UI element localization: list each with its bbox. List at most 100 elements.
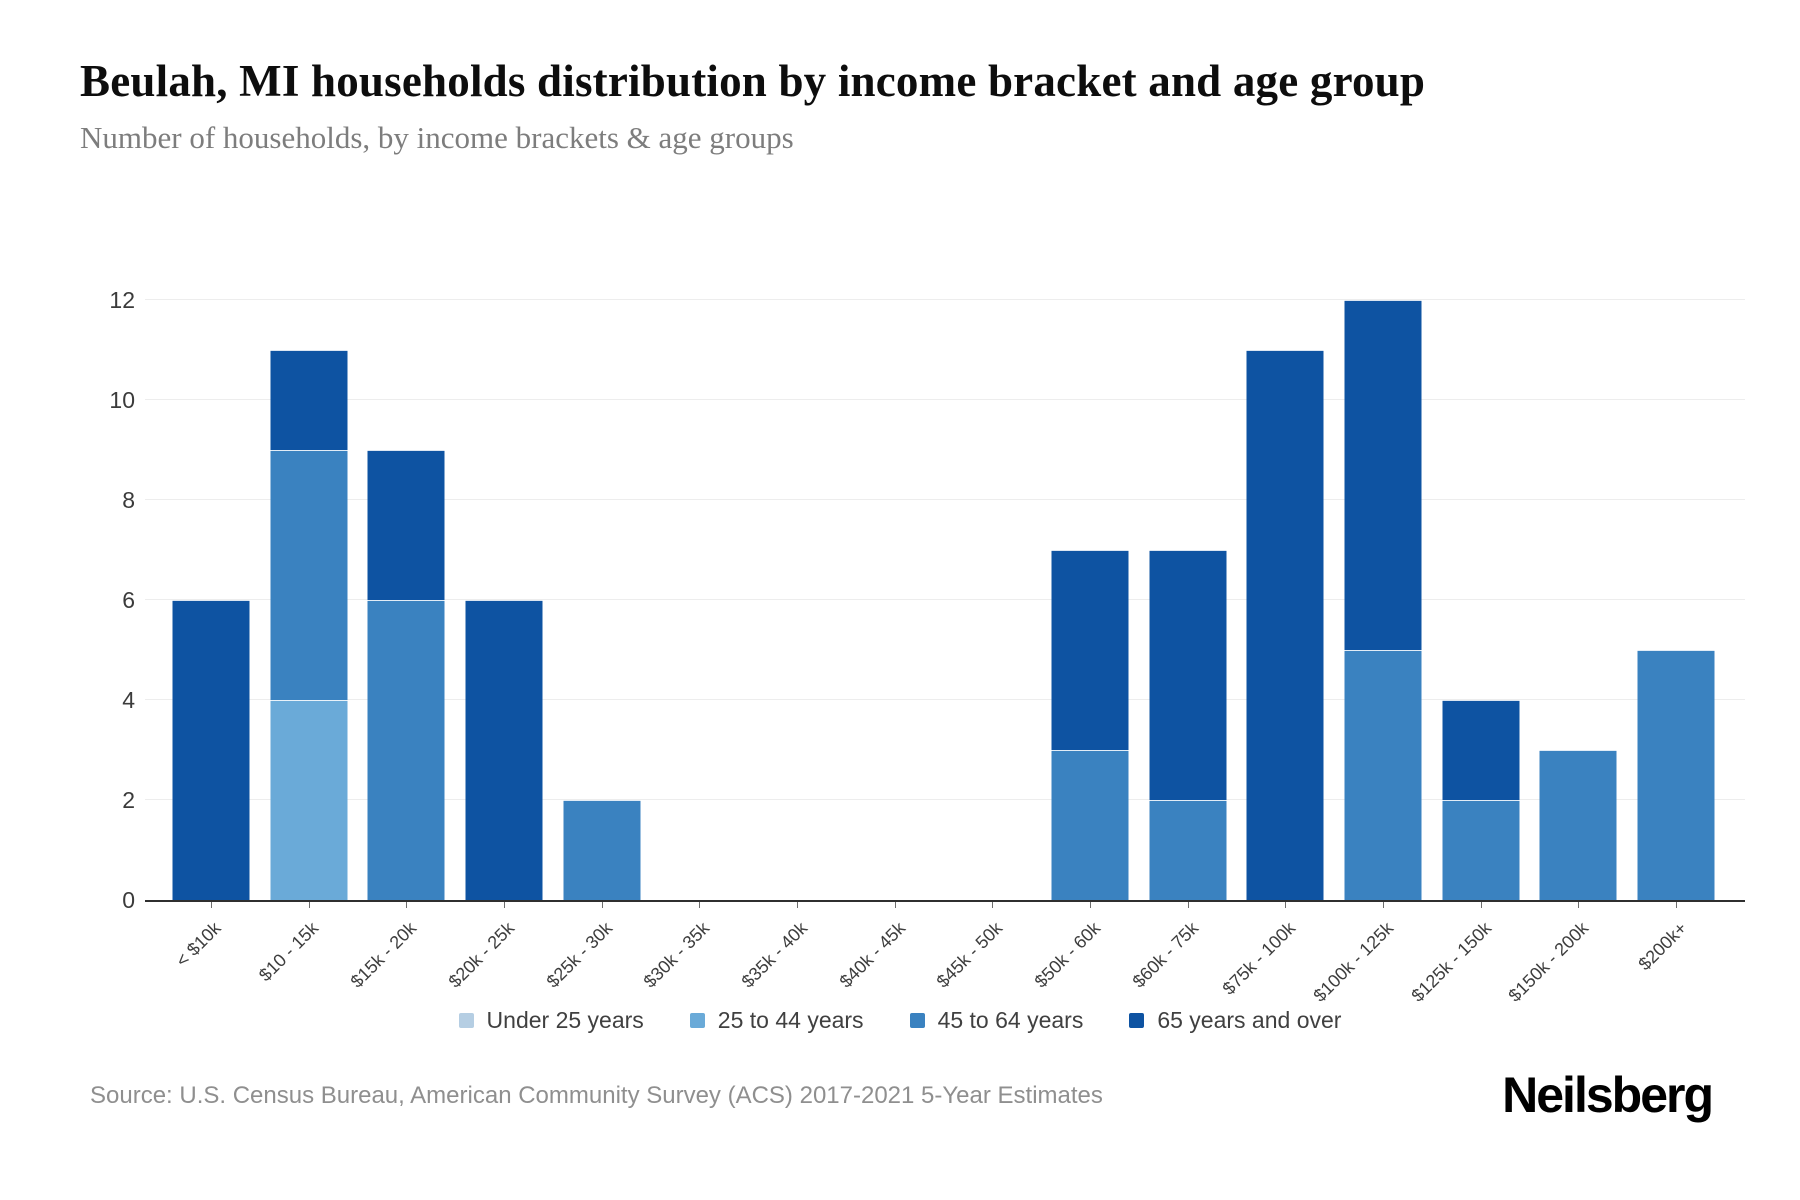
neilsberg-logo: Neilsberg: [1502, 1067, 1714, 1123]
category-slot: $35k - 40k: [738, 300, 846, 992]
bar-segment: [172, 600, 250, 900]
x-tick-label: $10 - 15k: [255, 918, 323, 986]
y-tick-label: 6: [122, 587, 135, 613]
chart-title: Beulah, MI households distribution by in…: [80, 56, 1426, 106]
x-axis-tick: [601, 900, 603, 908]
x-tick-label: $40k - 45k: [835, 918, 909, 992]
category-slot: $50k - 60k: [1031, 300, 1139, 992]
legend-item: 25 to 44 years: [689, 1006, 864, 1034]
x-axis-tick: [1480, 900, 1482, 908]
x-tick-label: $150k - 200k: [1504, 918, 1593, 1006]
category-slot: $40k - 45k: [835, 300, 944, 992]
stacked-bar: [270, 350, 348, 900]
legend-swatch: [458, 1012, 474, 1028]
gridline-8: [145, 499, 1745, 500]
x-axis-tick: [894, 900, 896, 908]
bar-segment: [563, 800, 641, 900]
category-slot: $100k - 125k: [1309, 300, 1432, 1006]
gridlines: [145, 299, 1745, 900]
bar-segment: [270, 700, 348, 900]
x-tick-label: $30k - 35k: [639, 918, 714, 992]
stacked-bar: [172, 600, 250, 900]
x-tick-label: $200k+: [1634, 918, 1691, 975]
bar-segment: [270, 350, 348, 450]
y-tick-label: 2: [122, 787, 135, 813]
legend-label: 65 years and over: [1157, 1006, 1342, 1033]
x-tick-label: $15k - 20k: [346, 918, 421, 992]
legend-label: Under 25 years: [486, 1006, 644, 1033]
y-tick-label: 0: [122, 887, 135, 913]
category-slot: $15k - 20k: [347, 300, 455, 992]
gridline-4: [145, 699, 1745, 700]
bar-segment: [270, 450, 348, 700]
x-axis-tick: [503, 900, 505, 908]
category-slot: $20k - 25k: [444, 300, 553, 992]
legend-item: 65 years and over: [1129, 1007, 1341, 1034]
stacked-bar: [367, 450, 445, 900]
x-tick-label: $25k - 30k: [542, 918, 616, 992]
y-tick-label: 12: [109, 287, 135, 313]
bar-segment: [1539, 750, 1617, 900]
legend-swatch: [689, 1012, 705, 1028]
x-axis-tick: [699, 900, 701, 908]
stacked-bar: [1246, 350, 1324, 900]
gridline-10: [145, 399, 1745, 400]
bar-segment: [1051, 750, 1129, 900]
x-tick-label: $50k - 60k: [1030, 918, 1105, 992]
bar-segment: [1442, 800, 1520, 900]
category-slot: $125k - 150k: [1407, 300, 1530, 1006]
legend-item: Under 25 years: [458, 1006, 644, 1034]
gridline-6: [145, 599, 1745, 600]
legend-swatch: [1129, 1012, 1145, 1028]
legend-label: 25 to 44 years: [717, 1006, 864, 1033]
legend: Under 25 years 25 to 44 years 45 to 64 yea…: [0, 1000, 1800, 1040]
y-axis: 0 2 4 6 8 10 12: [55, 287, 135, 913]
legend-item: 45 to 64 years: [909, 1006, 1084, 1034]
category-slot: $150k - 200k: [1505, 300, 1628, 1006]
bar-segment: [1051, 550, 1129, 750]
x-tick-label: $75k - 100k: [1218, 918, 1300, 999]
bar-segment: [1344, 650, 1422, 900]
x-axis-tick: [210, 900, 212, 908]
x-axis-tick: [1578, 900, 1580, 908]
stacked-bar: [1149, 550, 1227, 900]
legend-swatch: [909, 1012, 925, 1028]
gridline-12: [145, 299, 1745, 300]
category-slot: $25k - 30k: [542, 300, 651, 992]
y-tick-label: 10: [109, 387, 135, 413]
x-axis-tick: [1676, 900, 1678, 908]
x-axis-tick: [1285, 900, 1287, 908]
bar-segment: [465, 600, 543, 900]
stacked-bar: [1051, 550, 1129, 900]
legend-label: 45 to 64 years: [937, 1006, 1084, 1033]
x-tick-label: $125k - 150k: [1407, 918, 1495, 1006]
stacked-bar: [1442, 700, 1520, 900]
bar-segment: [1246, 350, 1324, 900]
y-tick-label: 4: [122, 687, 135, 713]
stacked-bar: [1539, 750, 1617, 900]
bar-segment: [1149, 800, 1227, 900]
bar-segment: [1637, 650, 1715, 900]
category-slot: $30k - 35k: [640, 300, 748, 992]
bars-area: < $10k $10 - 15k $15k - 20k $20k - 25k $25k …: [162, 300, 1725, 1006]
x-axis-tick: [406, 900, 408, 908]
x-tick-label: $100k - 125k: [1309, 918, 1398, 1006]
bar-segment: [367, 450, 445, 600]
category-slot: $75k - 100k: [1219, 300, 1335, 999]
stacked-bar: [465, 600, 543, 900]
category-slot: $60k - 75k: [1128, 300, 1237, 992]
bar-segment: [1442, 700, 1520, 800]
gridline-2: [145, 799, 1745, 800]
bar-segment: [1149, 550, 1227, 800]
category-slot: $10 - 15k: [255, 300, 358, 985]
x-tick-label: < $10k: [172, 918, 225, 971]
x-tick-label: $20k - 25k: [444, 918, 519, 992]
x-axis-tick: [1090, 900, 1092, 908]
stacked-bar: [1344, 300, 1422, 900]
category-slot: $45k - 50k: [933, 300, 1042, 992]
x-axis-tick: [1383, 900, 1385, 908]
stacked-bar: [563, 800, 641, 900]
x-axis-tick: [308, 900, 310, 908]
